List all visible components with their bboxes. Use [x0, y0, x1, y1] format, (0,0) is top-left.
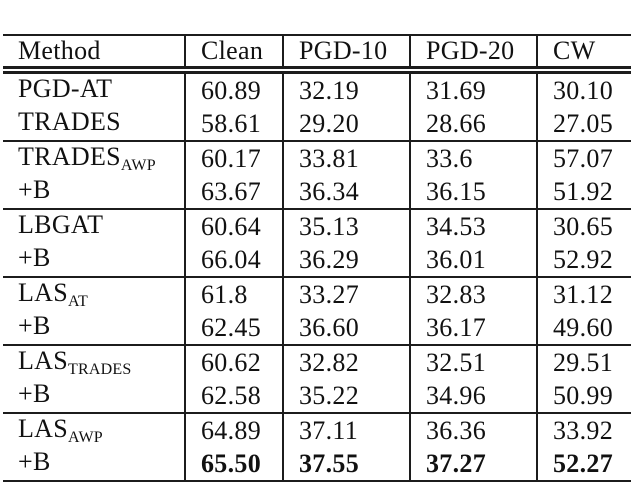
value-cell: 32.82 — [283, 344, 411, 379]
method-label: TRADES — [18, 142, 121, 171]
value-cell: 34.96 — [410, 379, 538, 413]
table-row: +B 65.50 37.55 37.27 52.27 — [3, 447, 631, 481]
value-cell: 66.04 — [185, 243, 284, 277]
value-cell: 36.60 — [283, 311, 411, 345]
header-row: Method Clean PGD-10 PGD-20 CW — [3, 35, 631, 74]
value-cell: 63.67 — [185, 175, 284, 209]
results-table: Method Clean PGD-10 PGD-20 CW PGD-AT 60.… — [3, 34, 631, 482]
method-cell: TRADESAWP — [3, 140, 186, 175]
method-label: TRADES — [18, 107, 121, 136]
method-cell: LBGAT — [3, 208, 186, 243]
value-cell: 57.07 — [537, 140, 631, 175]
method-cell: PGD-AT — [3, 70, 186, 107]
table-row: LASTRADES 60.62 32.82 32.51 29.51 — [3, 344, 631, 379]
table-row: +B 66.04 36.29 36.01 52.92 — [3, 243, 631, 277]
value-cell: 62.58 — [185, 379, 284, 413]
value-cell: 37.55 — [283, 447, 411, 481]
method-label: LBGAT — [18, 210, 104, 239]
method-cell: +B — [3, 243, 186, 277]
value-cell: 36.36 — [410, 412, 538, 447]
method-cell: TRADES — [3, 107, 186, 141]
value-cell: 61.8 — [185, 276, 284, 311]
value-cell: 58.61 — [185, 107, 284, 141]
value-cell: 29.51 — [537, 344, 631, 379]
table-row: LBGAT 60.64 35.13 34.53 30.65 — [3, 208, 631, 243]
method-cell: +B — [3, 175, 186, 209]
value-cell: 62.45 — [185, 311, 284, 345]
value-cell: 35.13 — [283, 208, 411, 243]
value-cell: 64.89 — [185, 412, 284, 447]
value-cell: 31.12 — [537, 276, 631, 311]
table-row: LASAT 61.8 33.27 32.83 31.12 — [3, 276, 631, 311]
value-cell: 36.01 — [410, 243, 538, 277]
method-cell: LASAT — [3, 276, 186, 311]
table-row: +B 63.67 36.34 36.15 51.92 — [3, 175, 631, 209]
value-cell: 60.62 — [185, 344, 284, 379]
method-cell: +B — [3, 311, 186, 345]
method-label: LAS — [18, 278, 69, 307]
value-cell: 33.81 — [283, 140, 411, 175]
method-subscript: AT — [68, 293, 88, 310]
value-cell: 30.10 — [553, 75, 613, 105]
value-cell: 65.50 — [185, 447, 284, 481]
col-header-method: Method — [3, 35, 186, 74]
value-cell: 32.83 — [410, 276, 538, 311]
value-cell: 31.69 — [410, 70, 538, 107]
table-row: PGD-AT 60.89 32.19 31.69 30.10 — [3, 70, 631, 107]
table-row: TRADESAWP 60.17 33.81 33.6 57.07 — [3, 140, 631, 175]
table-row: +B 62.45 36.60 36.17 49.60 — [3, 311, 631, 345]
method-label: +B — [18, 379, 51, 408]
value-cell: 50.99 — [553, 380, 613, 410]
method-label: PGD-AT — [18, 74, 113, 103]
method-label: LAS — [18, 346, 69, 375]
value-cell: 52.92 — [553, 244, 613, 274]
col-header-pgd20: PGD-20 — [410, 35, 538, 74]
table-row: TRADES 58.61 29.20 28.66 27.05 — [3, 107, 631, 141]
value-cell: 36.17 — [410, 311, 538, 345]
value-cell: 28.66 — [410, 107, 538, 141]
value-cell: 34.53 — [410, 208, 538, 243]
value-cell: 36.29 — [283, 243, 411, 277]
value-cell: 51.92 — [553, 176, 613, 206]
method-subscript: TRADES — [68, 361, 132, 378]
value-cell: 27.05 — [553, 108, 613, 138]
method-label: +B — [18, 175, 51, 204]
method-label: +B — [18, 243, 51, 272]
value-cell: 52.27 — [553, 448, 613, 478]
value-cell: 33.27 — [283, 276, 411, 311]
method-cell: +B — [3, 447, 186, 481]
col-header-clean: Clean — [185, 35, 284, 74]
value-cell: 33.92 — [537, 412, 631, 447]
value-cell: 37.27 — [410, 447, 538, 481]
method-label: +B — [18, 311, 51, 340]
value-cell: 60.17 — [185, 140, 284, 175]
method-cell: LASTRADES — [3, 344, 186, 379]
method-cell: +B — [3, 379, 186, 413]
value-cell: 60.64 — [185, 208, 284, 243]
method-subscript: AWP — [68, 429, 103, 446]
table-row: +B 62.58 35.22 34.96 50.99 — [3, 379, 631, 413]
value-cell: 60.89 — [185, 70, 284, 107]
col-header-pgd10: PGD-10 — [283, 35, 411, 74]
value-cell: 29.20 — [283, 107, 411, 141]
method-subscript: AWP — [120, 157, 156, 174]
table-row: LASAWP 64.89 37.11 36.36 33.92 — [3, 412, 631, 447]
method-label: +B — [18, 447, 51, 476]
method-label: LAS — [18, 414, 69, 443]
value-cell: 49.60 — [553, 312, 613, 342]
value-cell: 36.34 — [283, 175, 411, 209]
col-header-cw: CW — [537, 35, 631, 74]
value-cell: 37.11 — [283, 412, 411, 447]
value-cell: 32.19 — [283, 70, 411, 107]
value-cell: 32.51 — [410, 344, 538, 379]
value-cell: 30.65 — [537, 208, 631, 243]
value-cell: 36.15 — [410, 175, 538, 209]
value-cell: 35.22 — [283, 379, 411, 413]
value-cell: 33.6 — [410, 140, 538, 175]
method-cell: LASAWP — [3, 412, 186, 447]
